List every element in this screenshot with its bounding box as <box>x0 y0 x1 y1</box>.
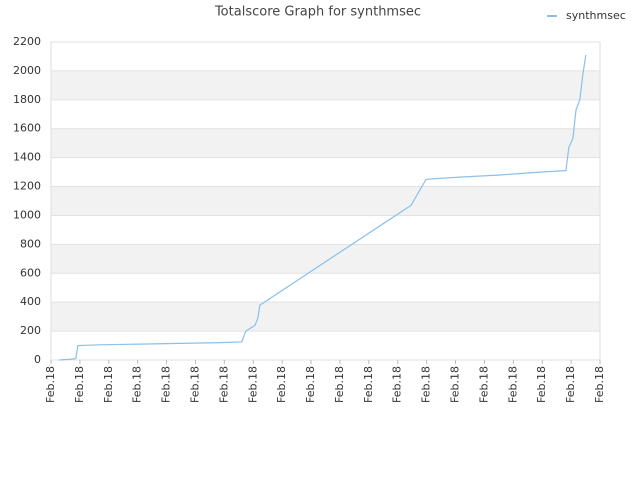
x-tick-label: Feb.18 <box>246 366 259 403</box>
y-tick-label: 1600 <box>13 122 41 135</box>
y-tick-label: 1200 <box>13 180 41 193</box>
x-tick-label: Feb.18 <box>304 366 317 403</box>
y-tick-label: 1000 <box>13 208 41 221</box>
x-tick-label: Feb.18 <box>44 366 57 403</box>
grid-band <box>51 302 600 332</box>
y-tick-label: 1400 <box>13 151 41 164</box>
x-tick-label: Feb.18 <box>102 366 115 403</box>
x-tick-label: Feb.18 <box>131 366 144 403</box>
x-tick-label: Feb.18 <box>73 366 86 403</box>
grid-band <box>51 70 600 100</box>
chart-title: Totalscore Graph for synthmsec <box>214 5 421 20</box>
x-tick-label: Feb.18 <box>362 366 375 403</box>
x-tick-label: Feb.18 <box>333 366 346 403</box>
y-tick-label: 2200 <box>13 35 41 48</box>
y-tick-label: 600 <box>20 266 41 279</box>
x-tick-label: Feb.18 <box>593 366 606 403</box>
y-tick-label: 1800 <box>13 93 41 106</box>
series-line <box>59 54 587 361</box>
y-tick-label: 800 <box>20 237 41 250</box>
grid-band <box>51 244 600 274</box>
x-tick-label: Feb.18 <box>391 366 404 403</box>
y-tick-label: 0 <box>34 353 41 366</box>
x-tick-label: Feb.18 <box>275 366 288 403</box>
x-tick-label: Feb.18 <box>217 366 230 403</box>
x-tick-label: Feb.18 <box>477 366 490 403</box>
grid-band <box>51 128 600 158</box>
x-tick-label: Feb.18 <box>506 366 519 403</box>
x-tick-label: Feb.18 <box>564 366 577 403</box>
x-tick-label: Feb.18 <box>449 366 462 403</box>
x-tick-label: Feb.18 <box>420 366 433 403</box>
y-tick-label: 200 <box>20 324 41 337</box>
x-tick-label: Feb.18 <box>160 366 173 403</box>
x-tick-label: Feb.18 <box>535 366 548 403</box>
x-tick-label: Feb.18 <box>188 366 201 403</box>
legend-label: synthmsec <box>566 9 626 22</box>
y-tick-label: 400 <box>20 295 41 308</box>
grid-band <box>51 186 600 216</box>
y-tick-label: 2000 <box>13 64 41 77</box>
